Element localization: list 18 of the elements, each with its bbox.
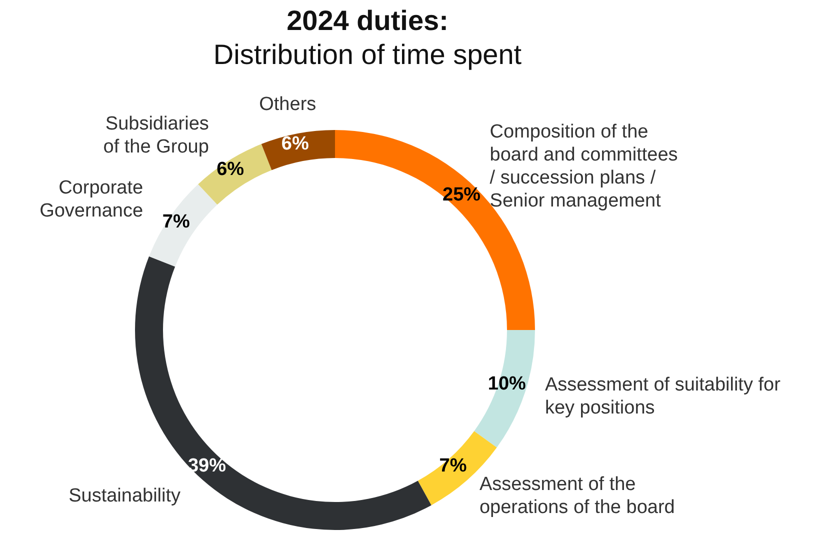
slice-label: Composition of the board and committees / succession plans / Senior management: [490, 122, 678, 212]
slice-label: Sustainability: [68, 486, 182, 507]
data-label: 6%: [281, 133, 309, 154]
chart-subtitle: Distribution of time spent: [212, 38, 523, 72]
chart-title: 2024 duties:: [286, 4, 450, 38]
donut-slice: [474, 330, 535, 448]
slice-label: Assessment of suitability for key positions: [544, 374, 782, 418]
data-label: 10%: [488, 373, 526, 394]
slice-label: Corporate Governance: [40, 177, 144, 222]
data-label: 7%: [162, 211, 190, 232]
data-label: 39%: [188, 456, 226, 477]
slice-label: Assessment of the operations of the board: [479, 474, 675, 518]
data-label: 25%: [442, 184, 481, 206]
donut-slice: [149, 184, 218, 267]
slice-label: Others: [259, 94, 316, 116]
slice-label: Subsidiaries of the Group: [103, 114, 209, 158]
data-label: 6%: [216, 158, 244, 180]
data-label: 7%: [439, 456, 467, 477]
